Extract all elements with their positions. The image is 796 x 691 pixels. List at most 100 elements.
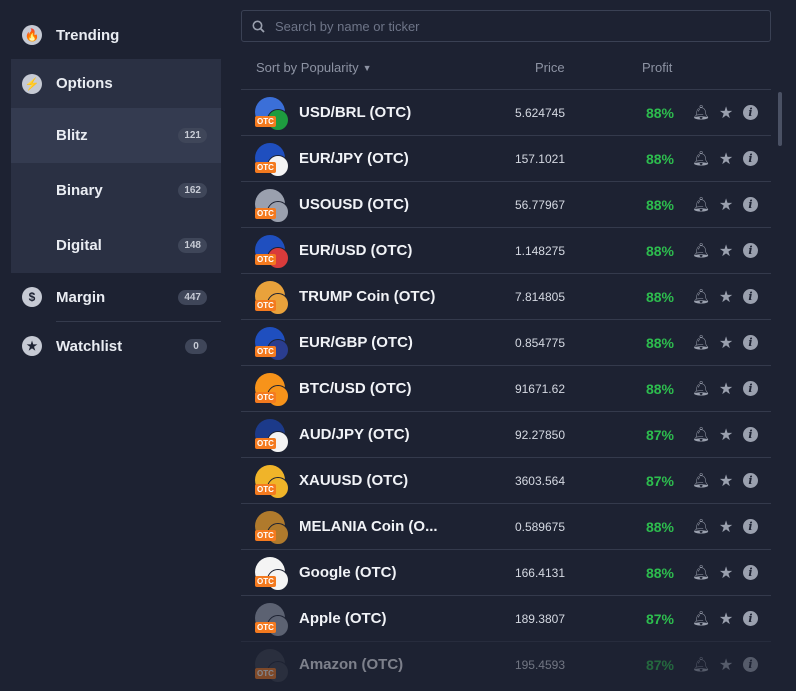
star-icon[interactable]: ★: [718, 472, 734, 490]
bell-icon[interactable]: 🔔︎: [692, 334, 710, 350]
search-box[interactable]: [241, 10, 771, 42]
nav-margin[interactable]: $ Margin 447: [11, 273, 221, 321]
info-icon[interactable]: i: [743, 197, 758, 212]
asset-name: Google (OTC): [299, 564, 397, 581]
star-icon[interactable]: ★: [718, 564, 734, 582]
asset-row[interactable]: OTC Google (OTC) 166.4131 88% 🔔︎ ★ i: [241, 549, 771, 595]
asset-name: XAUUSD (OTC): [299, 472, 409, 489]
asset-name: EUR/USD (OTC): [299, 242, 413, 259]
asset-price: 7.814805: [514, 289, 565, 304]
info-icon[interactable]: i: [743, 611, 758, 626]
options-group: ⚡ Options Blitz 121 Binary 162 Digital 1…: [11, 59, 221, 273]
asset-price: 189.3807: [514, 611, 565, 626]
star-icon[interactable]: ★: [718, 518, 734, 536]
info-icon[interactable]: i: [743, 381, 758, 396]
asset-row[interactable]: OTC EUR/GBP (OTC) 0.854775 88% 🔔︎ ★ i: [241, 319, 771, 365]
bell-icon[interactable]: 🔔︎: [692, 380, 710, 396]
info-icon[interactable]: i: [743, 243, 758, 258]
bell-icon[interactable]: 🔔︎: [692, 656, 710, 672]
asset-icon: OTC: [255, 235, 289, 269]
asset-price: 195.4593: [514, 657, 565, 672]
asset-icon: OTC: [255, 143, 289, 177]
asset-row[interactable]: OTC TRUMP Coin (OTC) 7.814805 88% 🔔︎ ★ i: [241, 273, 771, 319]
asset-name: MELANIA Coin (O...: [299, 518, 438, 535]
search-input[interactable]: [273, 17, 757, 35]
info-icon[interactable]: i: [743, 151, 758, 166]
star-icon[interactable]: ★: [718, 288, 734, 306]
asset-row[interactable]: OTC USD/BRL (OTC) 5.624745 88% 🔔︎ ★ i: [241, 89, 771, 135]
star-icon[interactable]: ★: [718, 426, 734, 444]
star-icon[interactable]: ★: [718, 656, 734, 674]
bell-icon[interactable]: 🔔︎: [692, 426, 710, 442]
star-icon[interactable]: ★: [718, 150, 734, 168]
asset-name: Amazon (OTC): [299, 656, 404, 673]
asset-profit: 88%: [645, 242, 674, 259]
star-icon: ★: [22, 336, 42, 356]
divider: [56, 321, 221, 322]
sidebar-item-digital[interactable]: Digital 148: [11, 218, 221, 273]
bell-icon[interactable]: 🔔︎: [692, 150, 710, 166]
asset-list: OTC USD/BRL (OTC) 5.624745 88% 🔔︎ ★ i OT…: [241, 89, 771, 691]
info-icon[interactable]: i: [743, 565, 758, 580]
info-icon[interactable]: i: [743, 105, 758, 120]
bell-icon[interactable]: 🔔︎: [692, 472, 710, 488]
sidebar-item-label: Digital: [56, 237, 102, 254]
star-icon[interactable]: ★: [718, 380, 734, 398]
asset-profit: 88%: [645, 380, 674, 397]
star-icon[interactable]: ★: [718, 334, 734, 352]
nav-trending[interactable]: 🔥 Trending: [0, 6, 232, 64]
asset-profit: 87%: [645, 472, 674, 489]
star-icon[interactable]: ★: [718, 610, 734, 628]
asset-profit: 88%: [645, 150, 674, 167]
otc-badge: OTC: [255, 208, 276, 219]
asset-icon: OTC: [255, 557, 289, 591]
info-icon[interactable]: i: [743, 427, 758, 442]
nav-margin-label: Margin: [56, 288, 106, 306]
info-icon[interactable]: i: [743, 335, 758, 350]
asset-row[interactable]: OTC XAUUSD (OTC) 3603.564 87% 🔔︎ ★ i: [241, 457, 771, 503]
asset-icon: OTC: [255, 327, 289, 361]
asset-icon: OTC: [255, 649, 289, 683]
dollar-icon: $: [22, 287, 42, 307]
asset-row[interactable]: OTC MELANIA Coin (O... 0.589675 88% 🔔︎ ★…: [241, 503, 771, 549]
asset-row[interactable]: OTC Amazon (OTC) 195.4593 87% 🔔︎ ★ i: [241, 641, 771, 687]
nav-options[interactable]: ⚡ Options: [11, 59, 221, 108]
otc-badge: OTC: [255, 254, 276, 265]
bell-icon[interactable]: 🔔︎: [692, 104, 710, 120]
caret-down-icon: ▼: [362, 63, 372, 73]
asset-row[interactable]: OTC EUR/USD (OTC) 1.148275 88% 🔔︎ ★ i: [241, 227, 771, 273]
info-icon[interactable]: i: [743, 519, 758, 534]
info-icon[interactable]: i: [743, 473, 758, 488]
star-icon[interactable]: ★: [718, 104, 734, 122]
lightning-icon: ⚡: [22, 73, 42, 94]
star-icon[interactable]: ★: [718, 242, 734, 260]
sort-dropdown[interactable]: Sort by Popularity ▼: [256, 60, 372, 75]
nav-watchlist[interactable]: ★ Watchlist 0: [11, 322, 221, 370]
asset-row[interactable]: OTC USOUSD (OTC) 56.77967 88% 🔔︎ ★ i: [241, 181, 771, 227]
scrollbar-thumb[interactable]: [778, 92, 782, 146]
nav-watchlist-label: Watchlist: [56, 337, 123, 355]
star-icon[interactable]: ★: [718, 196, 734, 214]
asset-icon: OTC: [255, 97, 289, 131]
asset-profit: 88%: [645, 288, 674, 305]
asset-row[interactable]: OTC AUD/JPY (OTC) 92.27850 87% 🔔︎ ★ i: [241, 411, 771, 457]
sidebar-item-binary[interactable]: Binary 162: [11, 163, 221, 218]
bell-icon[interactable]: 🔔︎: [692, 610, 710, 626]
sidebar-item-blitz[interactable]: Blitz 121: [11, 108, 221, 163]
search-icon: [252, 20, 265, 33]
sidebar: 🔥 Trending ⚡ Options Blitz 121 Binary 16…: [0, 0, 232, 691]
info-icon[interactable]: i: [743, 289, 758, 304]
asset-name: USOUSD (OTC): [299, 196, 409, 213]
asset-icon: OTC: [255, 603, 289, 637]
bell-icon[interactable]: 🔔︎: [692, 564, 710, 580]
bell-icon[interactable]: 🔔︎: [692, 518, 710, 534]
asset-row[interactable]: OTC EUR/JPY (OTC) 157.1021 88% 🔔︎ ★ i: [241, 135, 771, 181]
bell-icon[interactable]: 🔔︎: [692, 242, 710, 258]
asset-row[interactable]: OTC BTC/USD (OTC) 91671.62 88% 🔔︎ ★ i: [241, 365, 771, 411]
bell-icon[interactable]: 🔔︎: [692, 288, 710, 304]
table-header: Sort by Popularity ▼ Price Profit: [241, 58, 771, 78]
info-icon[interactable]: i: [743, 657, 758, 672]
sidebar-item-label: Blitz: [56, 127, 88, 144]
asset-row[interactable]: OTC Apple (OTC) 189.3807 87% 🔔︎ ★ i: [241, 595, 771, 641]
bell-icon[interactable]: 🔔︎: [692, 196, 710, 212]
